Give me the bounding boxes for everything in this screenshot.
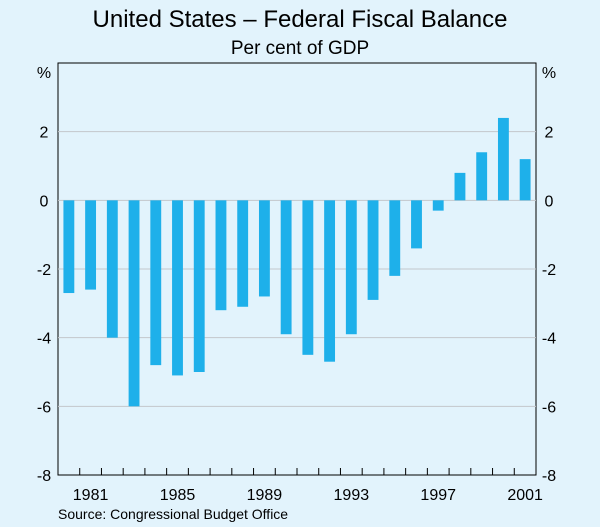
bar-1984 [150,200,162,366]
bar-1985 [172,200,183,376]
bar-1989 [258,200,270,297]
y-tick-label-right: 2 [545,125,554,142]
y-tick-label-right: -4 [542,331,556,348]
bar-1997 [432,200,444,211]
y-unit-left: % [37,65,51,82]
x-ticks [79,468,515,475]
y-tick-label-right: 0 [545,193,554,210]
source-note: Source: Congressional Budget Office [58,506,288,522]
bars-group [63,117,531,407]
y-tick-label-left: -4 [37,331,51,348]
bar-1992 [324,200,336,362]
bar-1988 [237,200,249,307]
bar-1995 [389,200,401,276]
bar-2000 [497,117,509,201]
bar-1980 [63,200,75,294]
x-tick-label: 1993 [334,487,370,504]
y-tick-label-left: -2 [37,262,51,279]
y-tick-label-left: -8 [37,468,51,485]
x-tick-label: 1989 [247,487,283,504]
x-tick-label: 1985 [160,487,196,504]
y-tick-label-left: 0 [40,193,49,210]
x-tick-label: 1981 [73,487,109,504]
bar-1998 [454,172,466,201]
x-tick-label: 1997 [420,487,456,504]
bar-1987 [215,200,227,311]
x-tick-label: 2001 [507,487,543,504]
bar-1986 [193,200,205,372]
chart-subtitle: Per cent of GDP [231,38,369,59]
bar-2001 [519,159,531,201]
bar-1996 [411,200,422,249]
bar-1982 [106,200,118,338]
y-tick-label-right: -8 [542,468,556,485]
bar-1983 [128,200,140,407]
chart-title: United States – Federal Fiscal Balance [93,6,508,33]
y-tick-label-right: -2 [542,262,556,279]
bar-1999 [476,152,488,201]
y-tick-label-left: -6 [37,399,51,416]
bar-1981 [85,200,97,290]
bar-1993 [345,200,357,335]
y-tick-label-left: 2 [40,125,49,142]
bar-1990 [280,200,292,335]
bar-1994 [367,200,379,300]
x-tick-labels: 1981 1985 1989 1993 1997 2001 [73,487,543,504]
bar-1991 [302,200,314,355]
y-unit-right: % [542,65,556,82]
y-tick-labels: 2 2 0 0 -2 -2 -4 -4 -6 -6 -8 -8 [37,125,556,485]
y-tick-label-right: -6 [542,399,556,416]
